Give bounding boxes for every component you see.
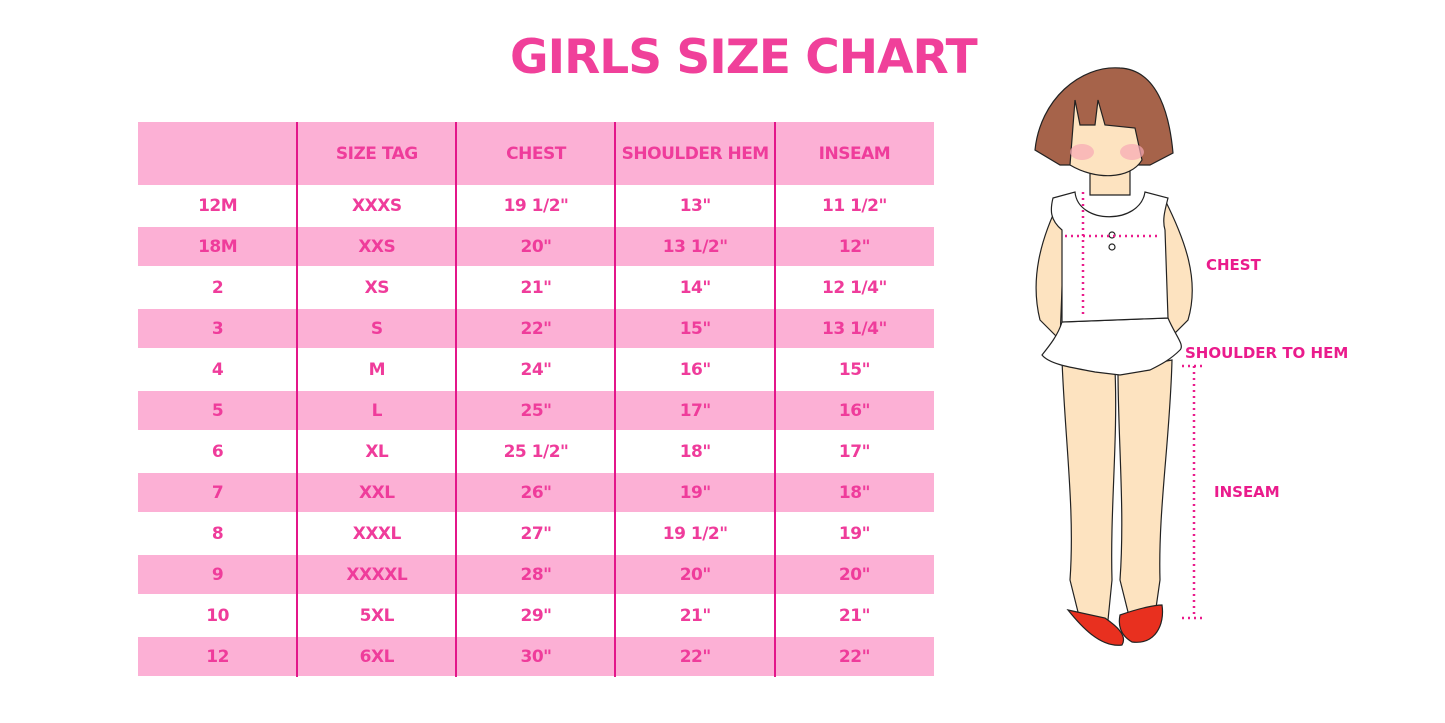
- girl-illustration: CHEST SHOULDER TO HEM INSEAM: [1020, 60, 1370, 674]
- table-cell: 20": [774, 555, 935, 594]
- table-row: 10 5XL 29" 21" 21": [138, 595, 934, 636]
- table-cell: 12M: [198, 195, 238, 216]
- table-cell: 29": [520, 605, 553, 626]
- table-cell: XXS: [297, 227, 457, 266]
- table-cell: 19": [615, 473, 775, 512]
- table-row: 12 6XL 30" 22" 22": [138, 637, 935, 676]
- table-cell: 12": [774, 227, 935, 266]
- table-cell: 13 1/4": [774, 309, 935, 348]
- table-cell: 15": [615, 309, 775, 348]
- table-row: 2 XS 21" 14" 12 1/4": [138, 267, 934, 308]
- table-cell: 21": [838, 605, 871, 626]
- table-cell: XXXXL: [297, 555, 457, 594]
- column-divider: [296, 122, 298, 677]
- table-cell: XS: [364, 277, 390, 298]
- header-cell: CHEST: [456, 122, 616, 185]
- table-cell: 16": [774, 391, 935, 430]
- table-cell: 26": [456, 473, 616, 512]
- table-header-row: SIZE TAG CHEST SHOULDER HEM INSEAM: [138, 122, 935, 185]
- table-cell: 18": [679, 441, 712, 462]
- table-cell: 2: [211, 277, 224, 298]
- table-cell: 5XL: [359, 605, 395, 626]
- header-cell: SHOULDER HEM: [615, 122, 775, 185]
- table-cell: 20": [615, 555, 775, 594]
- table-row: 18M XXS 20" 13 1/2" 12": [138, 227, 935, 266]
- table-cell: 17": [615, 391, 775, 430]
- table-cell: XL: [365, 441, 389, 462]
- column-divider: [774, 122, 776, 677]
- table-cell: 6: [211, 441, 224, 462]
- table-cell: XXL: [297, 473, 457, 512]
- table-row: 4 M 24" 16" 15": [138, 349, 934, 390]
- shoulder-to-hem-label: SHOULDER TO HEM: [1185, 344, 1349, 362]
- table-cell: XXXL: [352, 523, 402, 544]
- table-row: 5 L 25" 17" 16": [138, 391, 935, 430]
- table-cell: 19 1/2": [503, 195, 569, 216]
- table-cell: 15": [838, 359, 871, 380]
- column-divider: [455, 122, 457, 677]
- size-table: SIZE TAG CHEST SHOULDER HEM INSEAM 12M XX…: [138, 122, 935, 677]
- table-cell: 21": [520, 277, 553, 298]
- girl-figure-icon: [1034, 67, 1202, 646]
- chest-label: CHEST: [1206, 256, 1261, 274]
- table-cell: 19 1/2": [662, 523, 728, 544]
- table-cell: 19": [838, 523, 871, 544]
- table-cell: 25": [456, 391, 616, 430]
- table-cell: 11 1/2": [822, 195, 887, 216]
- column-divider: [614, 122, 616, 677]
- table-row: 6 XL 25 1/2" 18" 17": [138, 431, 934, 472]
- table-row: 3 S 22" 15" 13 1/4": [138, 309, 935, 348]
- header-cell: SIZE TAG: [297, 122, 457, 185]
- table-cell: XXXS: [352, 195, 402, 216]
- page-title: GIRLS SIZE CHART: [510, 30, 978, 85]
- table-cell: S: [297, 309, 457, 348]
- table-cell: 30": [456, 637, 616, 676]
- table-cell: 28": [456, 555, 616, 594]
- table-row: 12M XXXS 19 1/2" 13" 11 1/2": [138, 185, 934, 226]
- table-cell: 10: [206, 605, 229, 626]
- table-cell: 21": [679, 605, 712, 626]
- table-cell: 20": [456, 227, 616, 266]
- table-cell: 3: [138, 309, 298, 348]
- table-cell: L: [297, 391, 457, 430]
- header-cell: INSEAM: [774, 122, 935, 185]
- table-cell: 13": [679, 195, 712, 216]
- table-cell: 17": [838, 441, 871, 462]
- table-row: 8 XXXL 27" 19 1/2" 19": [138, 513, 934, 554]
- table-cell: 7: [138, 473, 298, 512]
- table-cell: 5: [138, 391, 298, 430]
- header-cell: [138, 122, 298, 185]
- table-row: 9 XXXXL 28" 20" 20": [138, 555, 935, 594]
- table-cell: 16": [679, 359, 712, 380]
- table-cell: 8: [211, 523, 224, 544]
- table-cell: 6XL: [297, 637, 457, 676]
- table-cell: 27": [520, 523, 553, 544]
- table-cell: 14": [679, 277, 712, 298]
- table-cell: 22": [774, 637, 935, 676]
- table-cell: 12 1/4": [822, 277, 887, 298]
- table-cell: 13 1/2": [615, 227, 775, 266]
- table-cell: 18M: [138, 227, 298, 266]
- inseam-label: INSEAM: [1214, 483, 1280, 501]
- table-cell: 12: [138, 637, 298, 676]
- table-cell: M: [368, 359, 386, 380]
- table-row: 7 XXL 26" 19" 18": [138, 473, 935, 512]
- table-cell: 22": [615, 637, 775, 676]
- table-cell: 9: [138, 555, 298, 594]
- table-cell: 22": [456, 309, 616, 348]
- table-cell: 24": [520, 359, 553, 380]
- table-cell: 18": [774, 473, 935, 512]
- table-cell: 4: [211, 359, 224, 380]
- table-cell: 25 1/2": [503, 441, 569, 462]
